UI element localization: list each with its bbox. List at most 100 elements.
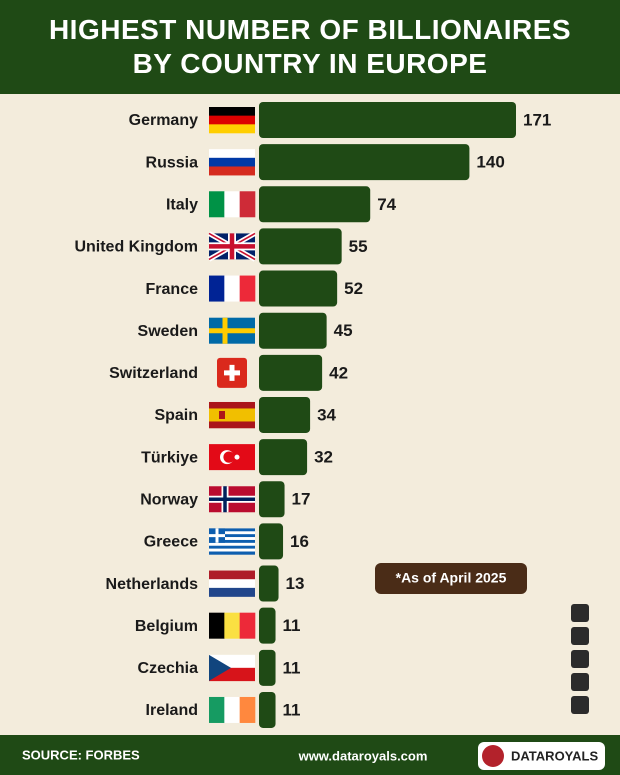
flag xyxy=(209,570,255,597)
category-label: Belgium xyxy=(135,618,198,635)
flag-part xyxy=(224,275,240,302)
flag xyxy=(209,401,255,429)
flag xyxy=(209,317,255,344)
flag-part xyxy=(209,107,255,116)
flag-part xyxy=(209,408,255,422)
annotation-box xyxy=(375,563,527,594)
flag-part xyxy=(239,612,256,639)
flag-part xyxy=(209,612,225,639)
annotation: *As of April 2025 xyxy=(396,570,507,586)
category-label: Italy xyxy=(166,196,198,213)
flag-part xyxy=(209,115,255,125)
spacer xyxy=(0,94,620,98)
value-label: 11 xyxy=(283,658,301,677)
category-label: Greece xyxy=(144,534,198,551)
flag-part xyxy=(209,579,255,589)
flag-part xyxy=(239,191,256,218)
website: www.dataroyals.com xyxy=(298,748,428,763)
value-label: 13 xyxy=(286,574,305,593)
category-label: Ireland xyxy=(146,702,198,719)
value-label: 34 xyxy=(317,405,336,424)
flag-part xyxy=(219,410,225,419)
flag xyxy=(209,107,255,134)
value-label: 45 xyxy=(334,321,353,340)
category-label: Netherlands xyxy=(106,576,199,593)
flag-part xyxy=(224,191,240,218)
flag-part xyxy=(209,486,255,513)
flag xyxy=(209,486,255,513)
bar xyxy=(259,102,516,138)
bar xyxy=(259,186,371,223)
flag-part xyxy=(223,451,235,463)
flag-part xyxy=(209,191,225,218)
flag-part xyxy=(209,542,255,547)
flag-part xyxy=(209,528,255,532)
flag-part xyxy=(209,149,255,159)
flag-part xyxy=(209,548,255,552)
value-label: 55 xyxy=(349,237,368,256)
flag-part xyxy=(234,454,240,460)
flag-part xyxy=(224,364,240,381)
chart-title: HIGHEST NUMBER OF BILLIONAIRES BY COUNTR… xyxy=(48,14,572,79)
bar xyxy=(259,607,276,644)
flag-part xyxy=(239,275,256,302)
flag-part xyxy=(224,612,240,639)
bar xyxy=(259,565,279,602)
flag-part xyxy=(209,551,255,555)
flag-part xyxy=(209,537,255,541)
flag-part xyxy=(209,545,255,549)
category-label: Norway xyxy=(140,491,198,508)
flag xyxy=(209,654,255,682)
bar xyxy=(259,481,285,518)
flag-part xyxy=(209,233,255,260)
category-label: Türkiye xyxy=(141,449,198,466)
flag xyxy=(209,149,255,176)
bar xyxy=(259,144,470,181)
category-label: Russia xyxy=(146,154,199,171)
flag-part xyxy=(224,696,240,723)
bar xyxy=(259,270,338,307)
flag-part xyxy=(209,157,255,167)
value-label: 74 xyxy=(377,195,396,214)
category-label: Spain xyxy=(154,407,198,424)
flag-part xyxy=(239,696,256,723)
brand-logo xyxy=(482,745,504,767)
value-label: 171 xyxy=(523,110,551,129)
social-icons xyxy=(571,604,589,714)
value-label: 140 xyxy=(476,153,504,172)
flag-part xyxy=(209,587,255,597)
flag-part xyxy=(209,166,255,176)
bar xyxy=(259,354,323,391)
flag xyxy=(209,191,256,218)
flag-part xyxy=(209,654,231,681)
bar xyxy=(259,312,327,349)
flag xyxy=(207,231,257,262)
bar xyxy=(259,396,311,433)
header: HIGHEST NUMBER OF BILLIONAIRES BY COUNTR… xyxy=(0,0,620,94)
flag xyxy=(209,528,255,555)
category-label: Switzerland xyxy=(109,365,198,382)
value-label: 11 xyxy=(283,700,301,719)
flag xyxy=(209,275,256,302)
flag-part xyxy=(209,275,225,302)
bar xyxy=(259,649,276,686)
brand-box xyxy=(478,742,605,770)
flag-part xyxy=(209,539,255,544)
flag xyxy=(209,444,255,471)
source: SOURCE: FORBES xyxy=(22,747,140,762)
value-label: 16 xyxy=(290,532,309,551)
brand: DATAROYALS xyxy=(511,748,598,763)
value-label: 52 xyxy=(344,279,363,298)
bar xyxy=(259,691,276,728)
category-label: United Kingdom xyxy=(74,239,198,256)
flag-part xyxy=(209,570,255,580)
category-label: Sweden xyxy=(138,323,198,340)
value-label: 11 xyxy=(283,616,301,635)
flag-part xyxy=(209,124,255,134)
flag-part xyxy=(209,317,255,344)
flag-part xyxy=(209,534,255,538)
category-label: France xyxy=(146,281,199,298)
category-label: Germany xyxy=(129,112,198,129)
